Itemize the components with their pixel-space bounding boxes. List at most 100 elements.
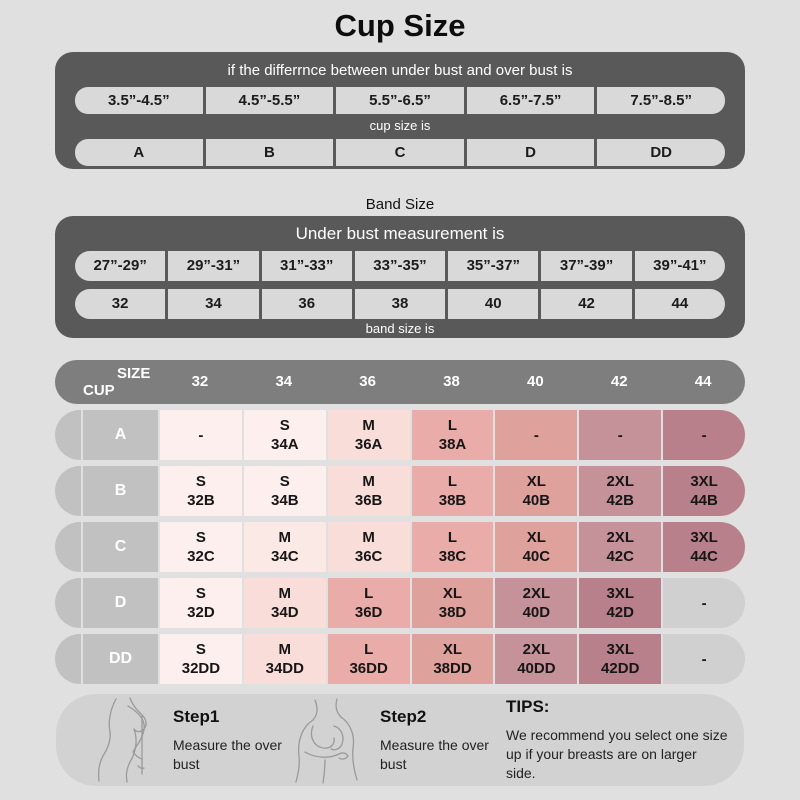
cell-size: XL xyxy=(442,641,463,658)
size-cell: - xyxy=(663,410,746,460)
size-cell: 2XL 42C xyxy=(579,522,662,572)
tips-title: TIPS: xyxy=(506,697,550,716)
cell-code: 36DD xyxy=(349,660,388,677)
size-cell: XL 38DD xyxy=(411,634,494,684)
tips-text: We recommend you select one size up if y… xyxy=(506,727,728,781)
matrix-column-header: 36 xyxy=(359,373,376,390)
cell-size: - xyxy=(198,426,204,444)
matrix-column-header: 32 xyxy=(191,373,209,390)
band-size-is-label: band size is xyxy=(365,321,435,336)
cell-size: M xyxy=(362,417,375,434)
cell-size: - xyxy=(701,594,707,612)
cup-letters-row: A B C D DD xyxy=(75,139,725,166)
cell-size: XL xyxy=(526,529,546,546)
row-cap xyxy=(55,522,81,572)
cell-size: M xyxy=(278,641,292,658)
cell-code: 38DD xyxy=(433,660,472,677)
cell-code: 40C xyxy=(522,548,551,565)
cup-difference-row: 3.5”-4.5” 4.5”-5.5” 5.5”-6.5” 6.5”-7.5” … xyxy=(75,87,725,114)
cell-size: L xyxy=(447,417,458,434)
band-size-heading: Band Size xyxy=(365,196,435,213)
size-cell: M 36A xyxy=(327,410,410,460)
underbust-range: 37”-39” xyxy=(541,251,632,281)
band-number: 42 xyxy=(541,289,632,319)
cell-size: - xyxy=(701,426,707,444)
row-cup-label: DD xyxy=(83,634,158,684)
size-cell: 2XL 40D xyxy=(495,578,578,628)
corner-size-label: SIZE xyxy=(117,365,151,382)
row-cap xyxy=(55,634,81,684)
cell-size: - xyxy=(617,426,623,444)
matrix-row-c: C S 32C M 34C M 36C L 38C XL 40C 2XL 42C 3XL 44… xyxy=(55,522,746,572)
cell-size: S xyxy=(279,417,290,434)
cell-size: 2XL xyxy=(606,473,634,490)
band-number: 38 xyxy=(354,289,446,319)
matrix-column-header: 38 xyxy=(443,373,460,390)
corner-cup-label: CUP xyxy=(83,382,115,399)
band-number: 44 xyxy=(634,289,725,319)
cup-size-table: if the differrnce between under bust and… xyxy=(55,52,745,169)
matrix-row-b: B S 32B S 34B M 36B L 38B XL 40B 2XL 42B 3XL 44… xyxy=(55,466,746,516)
cell-code: 40DD xyxy=(517,660,556,677)
cup-letter: A xyxy=(75,139,203,166)
cell-code: 32B xyxy=(187,492,215,509)
cell-size: 3XL xyxy=(690,529,718,546)
cell-code: 42D xyxy=(606,604,634,621)
cell-code: 42C xyxy=(606,548,634,565)
size-cell: XL 38D xyxy=(411,578,494,628)
cup-letter: C xyxy=(336,139,464,166)
matrix-column-header: 34 xyxy=(275,373,293,390)
difference-range: 7.5”-8.5” xyxy=(597,87,725,114)
size-cell: M 34D xyxy=(243,578,326,628)
cell-code: 32D xyxy=(187,604,215,621)
size-cell: S 32B xyxy=(160,466,242,516)
size-cell: - xyxy=(495,410,578,460)
cell-code: 38C xyxy=(438,548,467,565)
cell-code: 34B xyxy=(271,492,299,509)
size-cell: S 34A xyxy=(243,410,326,460)
cell-size: L xyxy=(447,529,458,546)
size-cell: M 36C xyxy=(327,522,410,572)
matrix-column-header: 40 xyxy=(527,373,544,390)
size-cell: - xyxy=(579,410,662,460)
cell-code: 38D xyxy=(438,604,467,621)
size-cell: 2XL 40DD xyxy=(495,634,578,684)
band-number: 40 xyxy=(448,289,539,319)
cell-code: 32C xyxy=(187,548,215,565)
size-cell: - xyxy=(663,634,746,684)
cup-letter: B xyxy=(205,139,334,166)
cell-size: L xyxy=(364,641,374,658)
cell-size: M xyxy=(278,585,292,602)
difference-range: 6.5”-7.5” xyxy=(466,87,595,114)
size-cell: S 32C xyxy=(160,522,242,572)
matrix-row-dd: DD S 32DD M 34DD L 36DD XL 38DD 2XL 40DD 3XL 4… xyxy=(55,634,746,684)
cell-size: - xyxy=(533,426,539,444)
size-cell: L 38C xyxy=(411,522,494,572)
size-cell: - xyxy=(663,578,746,628)
cell-code: 44B xyxy=(690,492,718,509)
row-cup-label: D xyxy=(83,578,158,628)
cell-code: 40D xyxy=(522,604,551,621)
cell-code: 36D xyxy=(354,604,383,621)
instructions-panel: Step1 Measure the over bust Step2 Measur… xyxy=(56,694,744,786)
cup-table-header: if the differrnce between under bust and… xyxy=(227,62,573,79)
cup-letter: D xyxy=(466,139,595,166)
band-number: 36 xyxy=(261,289,352,319)
cell-size: M xyxy=(362,473,375,490)
band-size-table: Under bust measurement is 27”-29” 29”-31… xyxy=(55,216,745,338)
size-cell: XL 40B xyxy=(495,466,578,516)
cell-size: 3XL xyxy=(690,473,718,490)
cell-code: 40B xyxy=(522,492,551,509)
cell-size: L xyxy=(447,473,458,490)
row-cap xyxy=(55,578,81,628)
matrix-corner-cell: SIZE CUP xyxy=(55,360,158,404)
size-cell: 3XL 42D xyxy=(579,578,662,628)
matrix-column-header: 42 xyxy=(610,373,628,390)
tips-block: TIPS: We recommend you select one size u… xyxy=(506,697,730,783)
cell-size: M xyxy=(278,529,292,546)
size-cell: S 32DD xyxy=(160,634,242,684)
cell-code: 42B xyxy=(606,492,634,509)
underbust-range: 33”-35” xyxy=(354,251,446,281)
matrix-row-a: A - S 34A M 36A L 38A - - - xyxy=(55,410,746,460)
row-cup-label: B xyxy=(83,466,158,516)
